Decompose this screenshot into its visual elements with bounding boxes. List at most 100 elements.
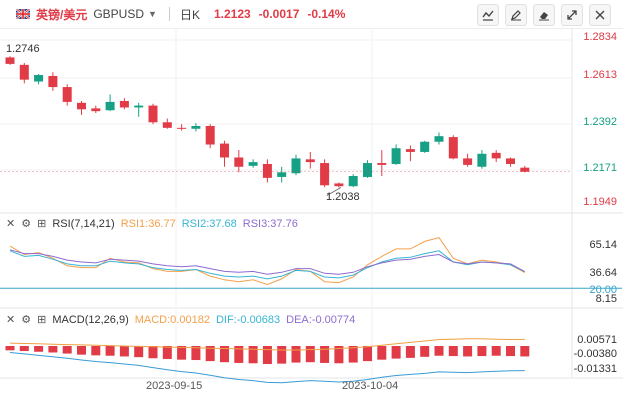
candle-body xyxy=(448,137,458,159)
macd-hist-bar xyxy=(491,346,501,356)
candle-body xyxy=(506,158,515,164)
rsi3-value: RSI3:37.76 xyxy=(242,217,298,230)
price-axis-label: 1.2613 xyxy=(583,69,617,81)
candle-body xyxy=(405,149,415,152)
close-icon[interactable]: ✕ xyxy=(6,218,16,230)
date-axis-label: 2023-10-04 xyxy=(342,380,399,392)
macd-hist-bar xyxy=(105,346,115,356)
candle-body xyxy=(291,158,301,174)
macd-hist-bar xyxy=(205,346,215,362)
close-icon[interactable]: ✕ xyxy=(6,314,16,326)
settings-icon[interactable]: ⚙ xyxy=(21,218,32,230)
price-axis-label: 1.2834 xyxy=(583,31,617,43)
macd-legend: ✕ ⚙ ⊞ MACD(12,26,9) MACD:0.00182 DIF:-0.… xyxy=(6,313,355,327)
rsi-axis-label: 20.00 xyxy=(589,284,617,296)
rsi2-line xyxy=(9,250,526,280)
price-change-pct: -0.14% xyxy=(307,7,346,21)
macd-hist-bar xyxy=(119,346,129,357)
candle-body xyxy=(77,102,86,110)
candle-body xyxy=(205,125,215,145)
price-axis-label: 1.1949 xyxy=(583,196,617,208)
macd-hist-bar xyxy=(405,346,415,358)
macd-hist-bar xyxy=(520,346,530,357)
candle-body xyxy=(477,153,487,167)
fullscreen-icon[interactable] xyxy=(561,4,583,26)
rsi-name: RSI(7,14,21) xyxy=(52,217,115,230)
chevron-down-icon[interactable]: ▼ xyxy=(148,9,157,19)
rsi3-line xyxy=(9,249,526,275)
divider xyxy=(168,7,170,21)
macd-hist-bar xyxy=(248,346,258,364)
candle-body xyxy=(320,163,330,186)
macd-hist-bar xyxy=(5,346,15,351)
macd-hist-bar xyxy=(334,346,344,364)
macd-hist-bar xyxy=(305,346,315,363)
uk-flag-icon xyxy=(16,9,30,19)
settings-icon[interactable]: ⚙ xyxy=(21,314,32,326)
rsi1-value: RSI1:36.77 xyxy=(120,217,176,230)
candle-body xyxy=(119,100,129,108)
candle-body xyxy=(48,75,58,88)
low-marker-line xyxy=(326,187,342,196)
rsi-axis-label: 65.14 xyxy=(589,239,617,251)
candle-body xyxy=(105,101,115,111)
macd-hist-bar xyxy=(62,346,72,354)
macd-hist-bar xyxy=(34,346,44,352)
candle-body xyxy=(363,163,372,177)
macd-hist-bar xyxy=(363,346,372,362)
macd-hist-bar xyxy=(134,346,144,358)
symbol-name-cn[interactable]: 英镑/美元 xyxy=(36,7,88,22)
macd-hist-bar xyxy=(291,346,301,363)
macd-hist-bar xyxy=(348,346,358,363)
candle-body xyxy=(420,141,430,152)
plus-box-icon[interactable]: ⊞ xyxy=(37,218,47,230)
candle-body xyxy=(434,136,444,142)
price-change: -0.0017 xyxy=(258,7,300,21)
macd-hist-bar xyxy=(77,346,86,355)
macd-axis-label: -0.01331 xyxy=(573,363,617,375)
macd-hist-bar xyxy=(177,346,187,360)
candle-body xyxy=(177,127,187,129)
candle-body xyxy=(220,143,229,158)
low-price-marker: 1.2038 xyxy=(326,191,360,203)
macd-name: MACD(12,26,9) xyxy=(52,313,129,326)
high-price-marker: 1.2746 xyxy=(6,43,40,55)
line-chart-icon[interactable] xyxy=(477,4,499,26)
candle-body xyxy=(234,157,244,167)
macd-hist-bar xyxy=(320,346,330,363)
price-axis-label: 1.2171 xyxy=(583,162,617,174)
candle-body xyxy=(91,108,101,112)
macd-hist-bar xyxy=(48,346,58,353)
macd-hist-bar xyxy=(448,346,458,357)
macd-hist-bar xyxy=(477,346,487,357)
dif-line xyxy=(9,352,525,384)
macd-hist-bar xyxy=(191,346,201,361)
rsi-legend: ✕ ⚙ ⊞ RSI(7,14,21) RSI1:36.77 RSI2:37.68… xyxy=(6,217,298,231)
macd-hist-bar xyxy=(91,346,101,356)
macd-hist-bar xyxy=(391,346,401,359)
candle-body xyxy=(277,172,287,177)
candle-body xyxy=(5,57,15,64)
close-icon[interactable] xyxy=(589,4,611,26)
macd-hist-bar xyxy=(463,346,473,357)
price-axis-label: 1.2392 xyxy=(583,116,617,128)
plus-box-icon[interactable]: ⊞ xyxy=(37,314,47,326)
eraser-icon[interactable] xyxy=(533,4,555,26)
macd-hist-bar xyxy=(220,346,229,363)
draw-icon[interactable] xyxy=(505,4,527,26)
symbol-code[interactable]: GBPUSD xyxy=(93,7,145,21)
candle-body xyxy=(334,183,344,187)
period-selector[interactable]: 日K xyxy=(179,7,200,22)
macd-hist-bar xyxy=(377,346,387,360)
candle-body xyxy=(491,152,501,159)
macd-hist-bar xyxy=(506,346,515,357)
candle-body xyxy=(191,125,201,129)
chart-toolbar: 英镑/美元 GBPUSD ▼ 日K 1.2123 -0.0017 -0.14% xyxy=(0,0,623,29)
macd-hist-bar xyxy=(262,346,272,364)
candle-body xyxy=(520,167,530,172)
candle-body xyxy=(134,105,144,108)
macd-axis-label: 0.00571 xyxy=(577,334,617,346)
rsi1-line xyxy=(9,237,526,286)
macd-hist-bar xyxy=(162,346,172,359)
